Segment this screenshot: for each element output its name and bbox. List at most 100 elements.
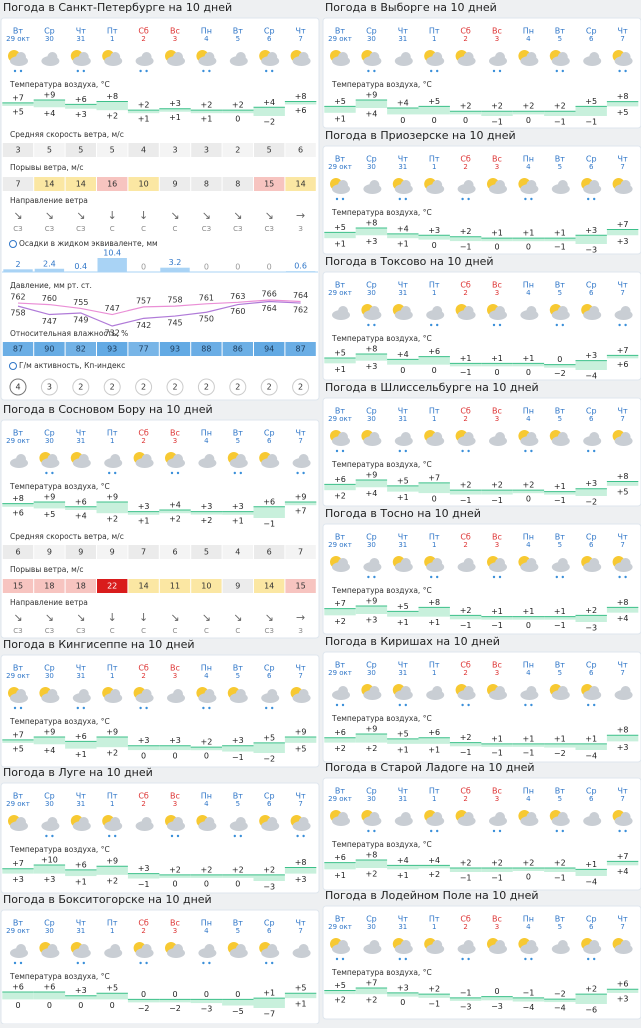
kp-circle	[229, 378, 247, 396]
date: 29 окт	[6, 437, 30, 445]
weather-icon	[392, 938, 413, 961]
weather-icon	[518, 50, 539, 66]
weekday: Чт	[618, 787, 628, 796]
temperature-band	[606, 481, 639, 486]
weekday: Пн	[201, 27, 212, 36]
cloud	[589, 558, 600, 568]
temp-min-label: 0	[110, 1001, 115, 1010]
temp-min-label: +1	[397, 493, 409, 502]
drop	[341, 197, 345, 201]
date: 30	[367, 923, 376, 931]
weekday: Ср	[366, 155, 377, 164]
kp-circle	[135, 378, 153, 396]
date: 5	[558, 163, 562, 171]
wind_gusts-value: 15	[264, 180, 274, 189]
temp-max-label: +9	[366, 471, 378, 480]
wind_speed-value: 7	[141, 548, 146, 557]
weather-icon	[487, 684, 507, 700]
weekday: Вт	[13, 664, 23, 673]
cloud	[369, 180, 380, 190]
cloud	[495, 180, 505, 190]
weather-icon	[487, 938, 507, 954]
weekday: Пн	[201, 664, 212, 673]
weather-icon	[259, 50, 280, 73]
weekday: Пн	[201, 429, 212, 438]
wind_speed-cell	[222, 545, 253, 559]
temp-max-label: +9	[295, 493, 307, 502]
cloud	[16, 52, 26, 62]
temp-max-label: −1	[523, 988, 535, 997]
temp-max-label: +2	[554, 859, 566, 868]
date: 3	[495, 923, 499, 931]
weekday: Ср	[366, 661, 377, 670]
wind_speed-value: 5	[78, 146, 83, 155]
temp-min-label: 0	[526, 368, 531, 377]
temperature-band	[418, 482, 450, 494]
temp-max-label: +7	[617, 346, 629, 355]
drop	[461, 957, 464, 961]
cloud	[235, 944, 246, 954]
drop	[561, 575, 564, 579]
cloud	[298, 944, 309, 954]
drop	[302, 471, 305, 475]
temp-min-label: −4	[585, 878, 597, 887]
wind-direction-name: СЗ	[45, 225, 55, 233]
temperature-band	[324, 358, 356, 364]
section-label: Температура воздуха, °C	[331, 80, 432, 89]
cloud	[47, 944, 58, 954]
temp-max-label: +3	[397, 983, 409, 992]
weather-icon	[612, 178, 633, 194]
temp-max-label: +6	[75, 497, 87, 506]
temp-max-label: +8	[366, 219, 378, 228]
drop	[555, 575, 558, 579]
date: 3	[173, 800, 177, 808]
precipitation-value: 3.2	[169, 258, 182, 267]
drop	[296, 471, 299, 475]
temp-min-label: −5	[232, 1007, 244, 1016]
kp-circle	[197, 378, 215, 396]
wind-direction-name: С	[110, 225, 115, 233]
wind_gusts-value: 15	[13, 582, 23, 591]
cloud	[495, 52, 505, 62]
weather-icon	[612, 810, 633, 833]
wind_gusts-cell	[222, 177, 253, 191]
cloud	[173, 454, 183, 464]
drop	[461, 703, 464, 707]
cloud	[338, 52, 348, 62]
weekday: Вт	[335, 155, 345, 164]
weather-icon	[330, 938, 350, 961]
date: 7	[620, 163, 624, 171]
city-title: Погода в Луге на 10 дней	[3, 766, 153, 779]
weather-icon	[196, 687, 217, 710]
date: 31	[398, 669, 407, 677]
temp-max-label: +2	[460, 102, 472, 111]
weekday: Чт	[296, 792, 306, 801]
wind_gusts-cell	[254, 579, 285, 593]
temp-max-label: +9	[366, 725, 378, 734]
wind_speed-value: 6	[15, 548, 20, 557]
wind_gusts-cell	[2, 579, 34, 593]
temp-min-label: −3	[263, 883, 275, 892]
cloud	[557, 686, 568, 696]
cloud	[173, 689, 183, 699]
weather-icon	[8, 687, 28, 710]
date: 6	[267, 672, 272, 680]
wind-direction-name: СЗ	[13, 627, 23, 635]
temp-max-label: +1	[491, 734, 503, 743]
temp-max-label: 0	[494, 987, 499, 996]
drop	[341, 703, 345, 707]
weekday: Пт	[429, 155, 440, 164]
drop	[624, 575, 627, 579]
date: 29 окт	[328, 35, 352, 43]
weather-icon	[39, 942, 60, 958]
wind_speed-cell	[128, 143, 159, 157]
weekday: Ср	[586, 155, 597, 164]
city-title: Погода в Токсово на 10 дней	[325, 255, 494, 268]
weekday: Чт	[618, 407, 628, 416]
temp-max-label: +6	[334, 475, 346, 484]
temp-max-label: +2	[428, 985, 440, 994]
humidity-cell	[159, 342, 191, 356]
city-title: Погода в Выборге на 10 дней	[325, 1, 497, 14]
weekday: Сб	[460, 915, 471, 924]
